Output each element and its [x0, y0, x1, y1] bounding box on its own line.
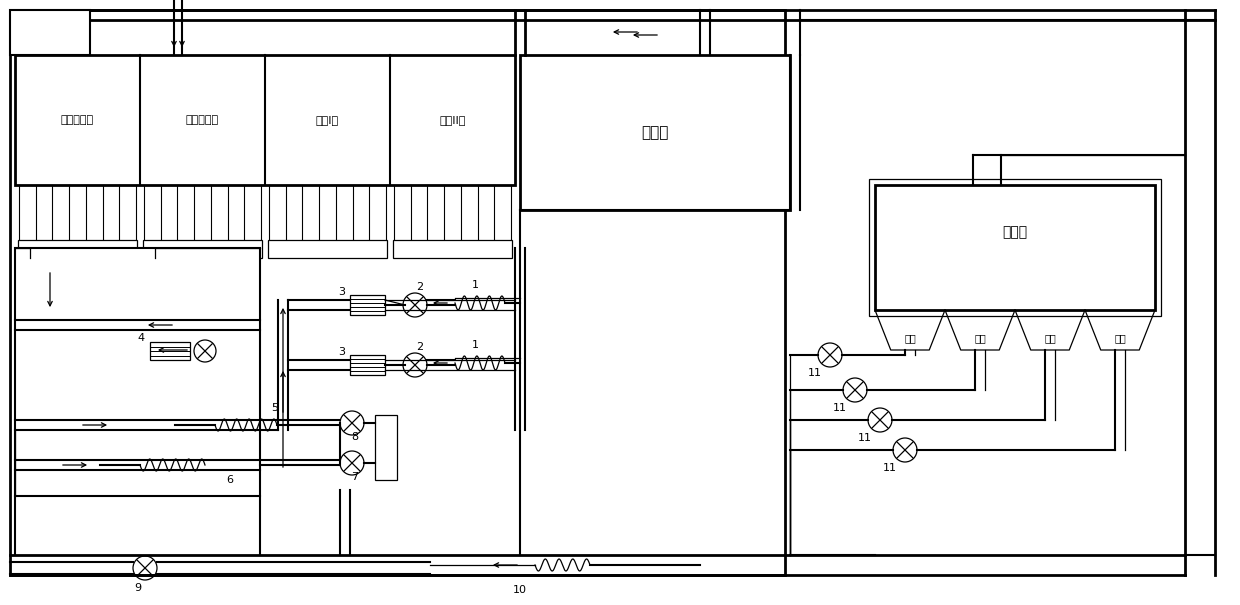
Text: 11: 11	[858, 433, 872, 443]
Bar	[10, 10, 91, 55]
Bar	[374, 415, 397, 480]
Text: 11: 11	[833, 403, 847, 413]
Text: 3: 3	[339, 287, 346, 297]
Text: 一段: 一段	[904, 333, 916, 343]
Text: 11: 11	[808, 368, 822, 378]
Bar	[393, 240, 512, 258]
Bar	[520, 55, 790, 210]
Bar	[869, 179, 1161, 316]
Bar	[268, 240, 387, 258]
Text: 6: 6	[227, 475, 233, 485]
Text: 7: 7	[351, 472, 358, 482]
Text: 三段: 三段	[1044, 333, 1056, 343]
Text: 5: 5	[272, 403, 278, 413]
Text: 抽风干燥段: 抽风干燥段	[186, 115, 219, 125]
Text: 鼓风干燥段: 鼓风干燥段	[61, 115, 94, 125]
Bar	[150, 342, 190, 360]
Text: 回转窑: 回转窑	[641, 125, 668, 140]
Text: 二段: 二段	[975, 333, 986, 343]
Text: 1: 1	[471, 280, 479, 290]
Text: 4: 4	[138, 333, 145, 343]
Text: 四段: 四段	[1114, 333, 1126, 343]
Text: 3: 3	[339, 347, 346, 357]
Text: 2: 2	[417, 282, 424, 292]
Bar	[875, 185, 1154, 310]
Bar	[10, 10, 785, 575]
Bar	[15, 248, 260, 496]
Text: 9: 9	[134, 583, 141, 593]
Bar	[19, 240, 136, 258]
Text: 预热I段: 预热I段	[316, 115, 339, 125]
Text: 2: 2	[417, 342, 424, 352]
Bar	[350, 295, 384, 315]
Bar	[15, 55, 515, 185]
Text: 10: 10	[513, 585, 527, 595]
Text: 11: 11	[883, 463, 897, 473]
Text: 8: 8	[351, 432, 358, 442]
Text: 1: 1	[471, 340, 479, 350]
Bar	[350, 355, 384, 375]
Text: 环冷机: 环冷机	[1002, 226, 1028, 240]
Text: 预热II段: 预热II段	[439, 115, 466, 125]
Bar	[143, 240, 262, 258]
